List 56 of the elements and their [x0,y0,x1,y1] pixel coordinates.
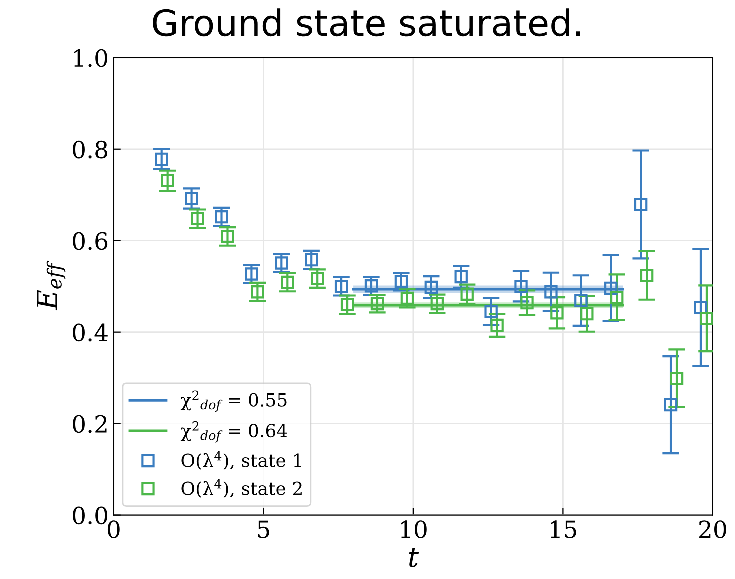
legend-label: χ$^{2}$$_{dof}$ = 0.55 [180,390,287,412]
point [275,256,288,270]
y-axis-title: E$_{eff}$ [37,260,66,311]
point [574,294,588,308]
point [544,285,558,299]
y-tick-label: 0.8 [73,140,108,159]
y-tick-label: 1.0 [74,49,108,68]
point [155,152,168,166]
point [700,312,713,326]
legend-label: O(λ$^{4}$), state 1 [182,451,302,470]
x-tick-label: 20 [700,520,726,538]
point [670,372,684,386]
point [430,297,444,311]
point [215,210,228,224]
point [580,307,594,321]
point [364,280,378,293]
point [305,253,318,267]
point [221,230,234,244]
point [664,398,678,412]
legend-label: O(λ$^{4}$), state 2 [182,479,302,498]
point [310,272,324,286]
point [340,298,354,312]
point [245,268,258,281]
point [604,282,618,296]
x-tick-label: 0 [108,520,120,538]
point [634,198,648,212]
point [640,269,654,282]
x-tick-label: 5 [258,520,270,538]
point [460,288,474,301]
point [191,212,204,226]
y-tick-label: 0.6 [73,232,108,250]
y-tick-label: 0.0 [73,506,108,525]
x-tick-label: 15 [551,520,576,538]
point [334,280,348,294]
point [694,301,708,314]
point [394,275,408,289]
chart-title: Ground state saturated. [153,8,580,37]
point [550,306,564,320]
point [370,297,384,311]
point [454,270,468,284]
point [484,305,498,318]
point [424,280,438,294]
point [161,174,174,188]
point [281,276,294,290]
point [251,285,264,299]
point [514,280,528,294]
x-tick-label: 10 [401,520,427,538]
point [490,318,504,332]
point [400,292,414,306]
legend-label: χ$^{2}$$_{dof}$ = 0.64 [180,421,288,443]
point [520,296,534,310]
point [185,192,198,206]
y-tick-label: 0.4 [73,324,108,342]
y-tick-label: 0.2 [73,415,107,434]
x-axis-title: t [409,548,420,568]
point [610,290,624,304]
